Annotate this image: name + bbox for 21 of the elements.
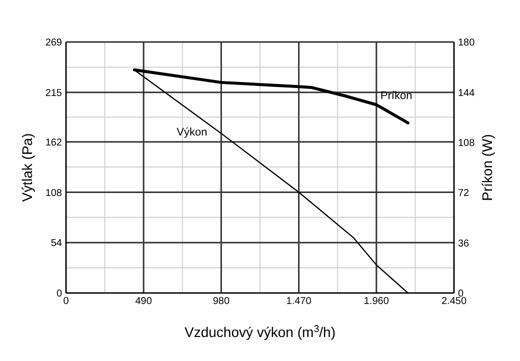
y-tick-label: 0 (56, 288, 62, 300)
x-tick-label: 1.960 (364, 296, 390, 308)
y2-tick-label: 144 (458, 88, 476, 99)
y2-tick-label: 36 (458, 238, 470, 250)
y2-tick-label: 180 (458, 38, 476, 49)
y-tick-label: 269 (45, 38, 62, 49)
series-label: Výkon (176, 126, 208, 138)
y2-axis-title: Príkon (W) (479, 134, 495, 201)
y2-tick-label: 108 (458, 138, 476, 149)
y-tick-label: 108 (45, 188, 62, 199)
x-tick-label: 980 (212, 296, 230, 308)
y-tick-label: 162 (45, 137, 62, 148)
y-tick-label: 215 (45, 88, 62, 99)
y-axis-title: Výtlak (Pa) (19, 133, 35, 202)
x-axis-title: Vzduchový výkon (m$^{3}$/h) (184, 324, 336, 340)
y-tick-label: 54 (50, 238, 62, 250)
x-tick-label: 490 (135, 296, 152, 308)
series-label: Príkon (380, 90, 412, 102)
y2-tick-label: 72 (458, 188, 470, 200)
x-tick-label: 0 (63, 296, 70, 308)
x-tick-label: 1.470 (286, 296, 312, 308)
